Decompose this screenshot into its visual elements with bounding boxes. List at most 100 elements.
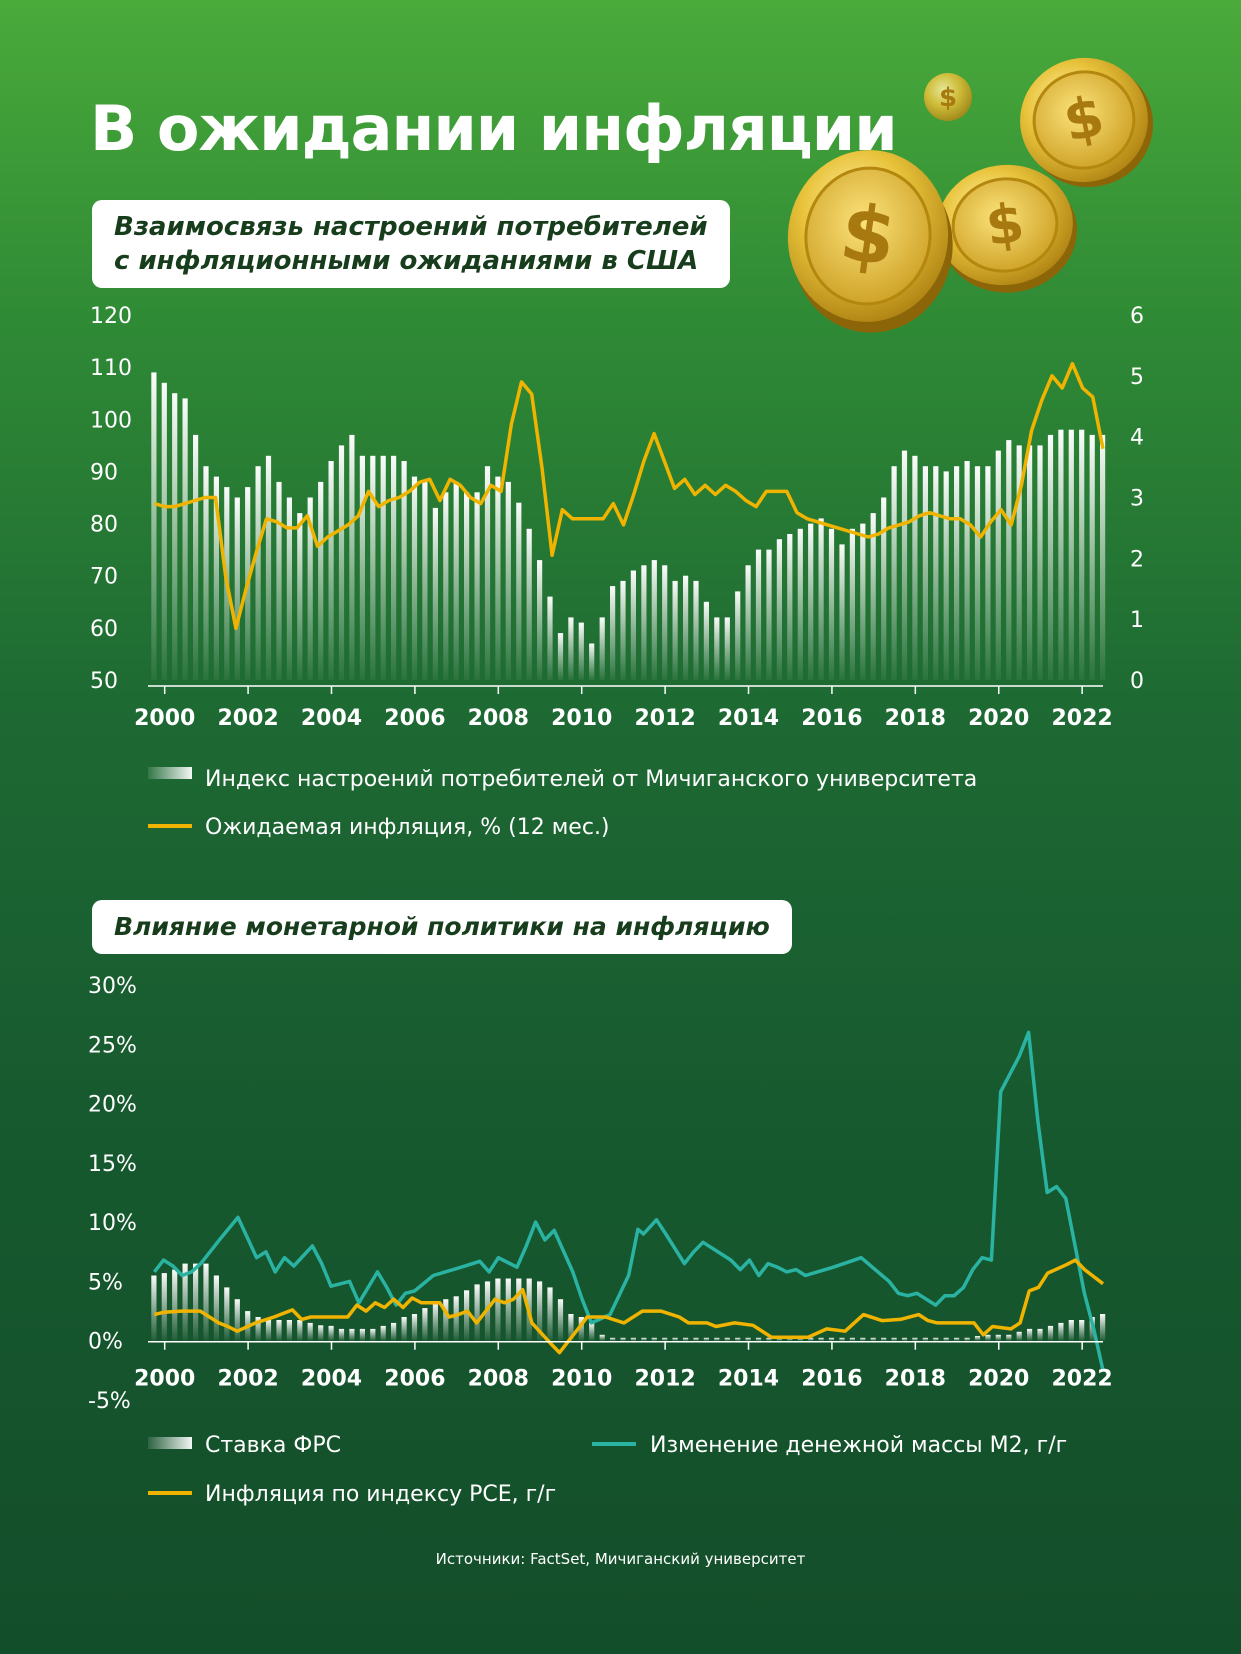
fed-rate-bar bbox=[985, 1334, 991, 1341]
fed-rate-bar bbox=[172, 1269, 178, 1341]
fed-rate-bar bbox=[714, 1337, 720, 1341]
source-note: Источники: FactSet, Мичиганский универси… bbox=[435, 1550, 806, 1568]
fed-rate-bar bbox=[234, 1299, 240, 1341]
fed-rate-bar bbox=[464, 1290, 470, 1341]
fed-rate-bar bbox=[755, 1337, 762, 1341]
chart2-plot: 30% 25% 20% 15% 10% 5% 0% -5% 2000 2002 2004 2006 2… bbox=[88, 974, 1113, 1414]
y-tick-label: 25% bbox=[88, 1033, 137, 1058]
fed-rate-bar bbox=[359, 1328, 365, 1341]
chart1-subtitle: Взаимосвязь настроений потребителей с ин… bbox=[92, 200, 730, 288]
x-tick-label: 2014 bbox=[718, 1367, 779, 1392]
sentiment-bar bbox=[912, 455, 918, 680]
sentiment-bar bbox=[359, 455, 365, 680]
chart2-legend: Ставка ФРС Изменение денежной массы M2, … bbox=[148, 1433, 1067, 1507]
sentiment-bar bbox=[881, 497, 887, 680]
x-tick-label: 2010 bbox=[551, 706, 612, 731]
fed-rate-bar bbox=[995, 1334, 1001, 1341]
y-tick-label: 10% bbox=[88, 1211, 137, 1236]
sentiment-bar bbox=[161, 382, 167, 680]
fed-rate-bar bbox=[338, 1328, 345, 1341]
x-tick-label: 2004 bbox=[301, 1367, 362, 1392]
fed-rate-bar bbox=[391, 1322, 397, 1341]
sentiment-bar bbox=[954, 466, 960, 680]
chart1-subtitle-line1: Взаимосвязь настроений потребителей bbox=[114, 212, 708, 242]
sentiment-bar bbox=[672, 580, 678, 680]
sentiment-bar bbox=[901, 450, 908, 680]
svg-text:$: $ bbox=[939, 83, 957, 113]
fed-rate-bar bbox=[672, 1337, 678, 1341]
sentiment-bar bbox=[526, 528, 532, 680]
sentiment-bar bbox=[453, 481, 459, 680]
sentiment-bar bbox=[255, 466, 261, 680]
sentiment-bar bbox=[651, 560, 657, 680]
fed-rate-bar bbox=[901, 1337, 908, 1341]
fed-rate-bar bbox=[193, 1263, 199, 1341]
pce-inflation-line bbox=[153, 1258, 1105, 1355]
sentiment-bar bbox=[297, 513, 303, 680]
sentiment-bar bbox=[401, 461, 407, 680]
fed-rate-bar bbox=[1058, 1322, 1064, 1341]
sentiment-bar bbox=[985, 466, 991, 680]
fed-rate-bar bbox=[912, 1337, 918, 1341]
fed-rate-bar bbox=[349, 1328, 355, 1341]
sentiment-bar bbox=[1037, 445, 1043, 680]
fed-rate-bar bbox=[401, 1317, 407, 1341]
fed-rate-bar bbox=[537, 1281, 543, 1341]
sentiment-bar bbox=[1089, 434, 1095, 680]
fed-rate-bar bbox=[411, 1314, 418, 1341]
x-tick-label: 2016 bbox=[801, 706, 862, 731]
sentiment-bar bbox=[265, 455, 272, 680]
gold-dollar-coin-icon: $ bbox=[787, 150, 953, 333]
fed-rate-bar bbox=[839, 1337, 845, 1341]
fed-rate-bar bbox=[589, 1322, 595, 1341]
legend-label-fed-rate: Ставка ФРС bbox=[205, 1433, 341, 1458]
sentiment-bar bbox=[943, 471, 949, 680]
sentiment-bar bbox=[516, 502, 522, 680]
x-tick-label: 2012 bbox=[634, 706, 695, 731]
sentiment-bar bbox=[151, 372, 157, 680]
fed-rate-bar bbox=[1006, 1334, 1012, 1341]
sentiment-bar bbox=[808, 523, 814, 680]
sentiment-bar bbox=[745, 565, 751, 680]
sentiment-bar bbox=[443, 492, 449, 680]
right-y-tick-label: 2 bbox=[1130, 547, 1144, 572]
fed-rate-bar bbox=[328, 1325, 334, 1341]
sentiment-bar bbox=[849, 528, 855, 680]
sentiment-bar bbox=[172, 393, 178, 680]
right-y-tick-label: 4 bbox=[1130, 426, 1144, 451]
sentiment-bar bbox=[662, 565, 668, 680]
fed-rate-bar bbox=[370, 1328, 376, 1341]
sentiment-bar bbox=[589, 643, 595, 680]
sentiment-bar bbox=[933, 466, 939, 680]
y-tick-label: 15% bbox=[88, 1152, 137, 1177]
gold-dollar-coin-icon: $ bbox=[1020, 57, 1154, 188]
page-title: В ожидании инфляции bbox=[90, 92, 898, 165]
sentiment-bar bbox=[318, 481, 324, 680]
left-y-tick-label: 50 bbox=[90, 669, 118, 694]
x-tick-label: 2020 bbox=[968, 1367, 1029, 1392]
sentiment-bar bbox=[828, 528, 835, 680]
sentiment-bar bbox=[599, 617, 605, 680]
x-tick-label: 2012 bbox=[634, 1367, 695, 1392]
x-tick-label: 2006 bbox=[384, 706, 445, 731]
fed-rate-bar bbox=[443, 1299, 449, 1341]
sentiment-bar bbox=[922, 466, 928, 680]
left-y-tick-label: 110 bbox=[90, 356, 132, 381]
sentiment-bar bbox=[860, 523, 866, 680]
fed-rate-bar bbox=[974, 1336, 981, 1341]
sentiment-bar bbox=[328, 461, 334, 680]
fed-rate-bar bbox=[318, 1325, 324, 1341]
sentiment-bar bbox=[1027, 445, 1033, 680]
sentiment-bar bbox=[714, 617, 720, 680]
fed-rate-bar bbox=[203, 1263, 209, 1341]
fed-rate-bar bbox=[620, 1337, 626, 1341]
fed-rate-bar bbox=[828, 1337, 835, 1341]
fed-rate-bar bbox=[849, 1337, 855, 1341]
sentiment-bar bbox=[891, 466, 897, 680]
fed-rate-bar bbox=[964, 1337, 970, 1341]
fed-rate-bar bbox=[224, 1287, 230, 1341]
sentiment-bar bbox=[870, 513, 876, 680]
sentiment-bar bbox=[391, 455, 397, 680]
fed-rate-bar bbox=[286, 1320, 292, 1341]
fed-rate-bar bbox=[297, 1320, 303, 1341]
